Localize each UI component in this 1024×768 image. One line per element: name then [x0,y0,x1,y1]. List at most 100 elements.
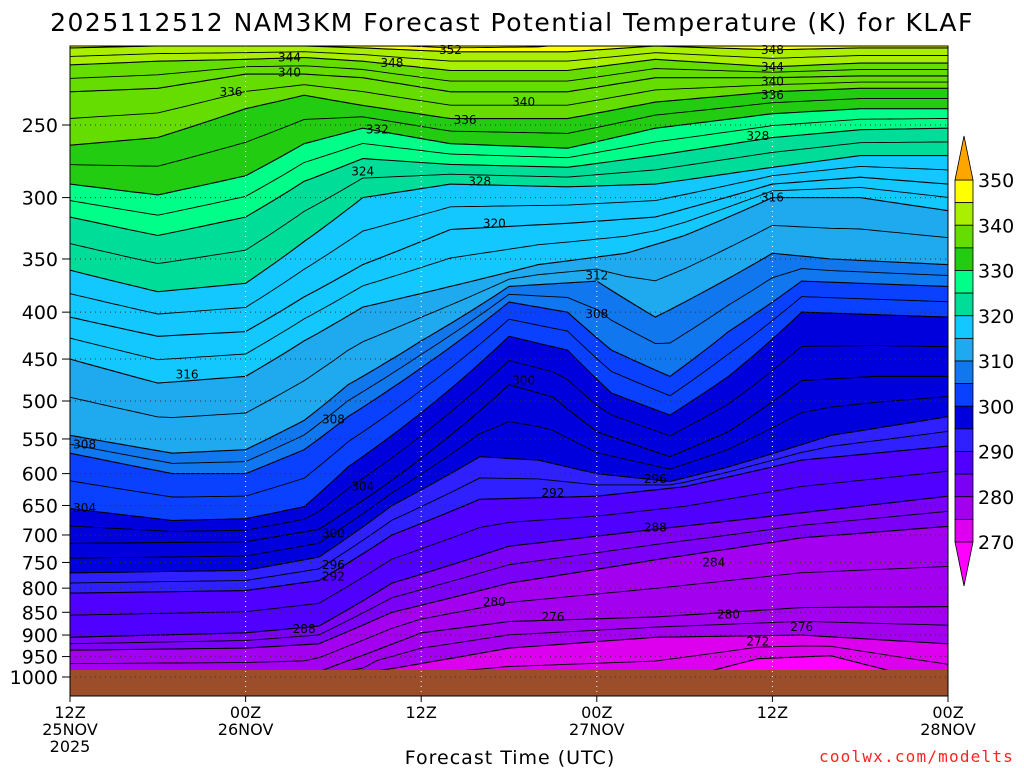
colorbar-swatch [954,451,974,475]
isentrope-line [70,98,948,167]
colorbar: 270 280 290 300 310 320 330 340 350 [954,135,1014,587]
isentrope-line [70,155,948,293]
contour-label: 300 [322,526,345,540]
colorbar-label: 300 [978,396,1014,418]
contour-label: 304 [73,501,96,515]
contour-label: 332 [366,123,389,137]
contour-label: 312 [585,269,608,283]
y-tick-label: 250 [22,115,58,137]
colorbar-extend-top [954,135,974,181]
chart-title: 2025112512 NAM3KM Forecast Potential Tem… [50,8,974,37]
isentrope-line [70,46,948,53]
colorbar-swatch [954,247,974,271]
isentrope-line [70,416,948,574]
isentrope-layer [70,46,948,686]
contour-label: 308 [322,413,345,427]
contour-label: 284 [702,555,725,569]
y-tick-label: 500 [22,391,58,413]
y-tick-label: 1000 [10,667,58,689]
isentrope-line [70,165,948,315]
colorbar-swatch [954,337,974,362]
theta-band [70,376,948,573]
isentrope-line [70,268,948,464]
contour-label: 308 [73,438,96,452]
contour-label: 328 [468,174,491,188]
isentrope-line [70,375,948,544]
theta-band [70,108,948,236]
isentrope-line [70,141,948,265]
contour-label: 320 [483,216,506,230]
colorbar-label: 320 [978,306,1014,328]
contour-label: 336 [761,88,784,102]
y-axis: 2503003504004505005506006507007508008509… [10,115,70,689]
colorbar-swatch [954,405,974,430]
colorbar-label: 350 [978,170,1014,192]
isentrope-line [70,252,948,454]
y-tick-label: 350 [22,249,58,271]
contour-label: 340 [278,65,301,79]
x-tick-label: 12Z [54,703,85,722]
theta-band [70,526,948,677]
contour-label: 288 [644,521,667,535]
colorbar-extend-bottom [954,541,974,587]
contour-label: 280 [717,608,740,622]
colorbar-swatch [954,383,974,407]
colorbar-swatch [954,360,974,385]
colorbar-swatch [954,224,974,249]
contour-label: 272 [746,635,769,649]
isentrope-line [398,46,555,49]
contour-label: 324 [351,165,374,179]
isentrope-line [70,311,948,522]
theta-band [70,74,948,146]
theta-band [70,46,948,52]
colorbar-swatch [954,315,974,339]
x-tick-label: 27NOV [569,720,625,739]
y-tick-label: 400 [22,302,58,324]
theta-band [70,416,948,594]
contour-label: 296 [644,472,667,486]
theta-band [70,128,948,292]
colorbar-label: 330 [978,261,1014,283]
colorbar-swatch [954,270,974,294]
colorbar-swatch [954,496,974,520]
dotted-grid [70,46,948,696]
isentrope-line [70,495,948,638]
contour-label: 344 [278,50,301,64]
theta-band [70,606,948,681]
plot-frame [69,45,949,697]
x-tick-label: 00Z [581,703,612,722]
y-tick-label: 450 [22,349,58,371]
x-tick-label: 12Z [757,703,788,722]
contour-label: 276 [541,610,564,624]
isentrope-line [70,525,948,651]
contour-label: 348 [380,56,403,70]
theta-band [70,635,948,685]
y-tick-label: 950 [22,647,58,669]
isentrope-line [70,65,948,82]
contour-label: 352 [439,43,462,57]
isentrope-line [70,73,948,93]
theta-band [70,446,948,638]
isentrope-line [70,118,948,216]
x-axis-label: Forecast Time (UTC) [405,747,615,768]
y-tick-label: 600 [22,464,58,486]
contour-label: 304 [351,480,374,494]
y-tick-label: 900 [22,625,58,647]
credit-text: coolwx.com/modelts [819,747,1014,766]
isentrope-line [70,566,948,665]
contour-label: 280 [483,595,506,609]
contour-label: 340 [512,95,535,109]
isentrope-line [70,445,948,594]
x-tick-label: 00Z [230,703,261,722]
x-tick-label: 12Z [406,703,437,722]
isentrope-line [70,127,948,237]
isentrope-line [70,56,948,72]
colorbar-label: 310 [978,351,1014,373]
isentrope-line [70,224,948,419]
isentrope-line [70,108,948,196]
isentrope-line [70,87,948,146]
colorbar-swatch [954,428,974,452]
x-tick-label: 26NOV [218,720,274,739]
y-tick-label: 850 [22,602,58,624]
theta-band [70,281,948,521]
